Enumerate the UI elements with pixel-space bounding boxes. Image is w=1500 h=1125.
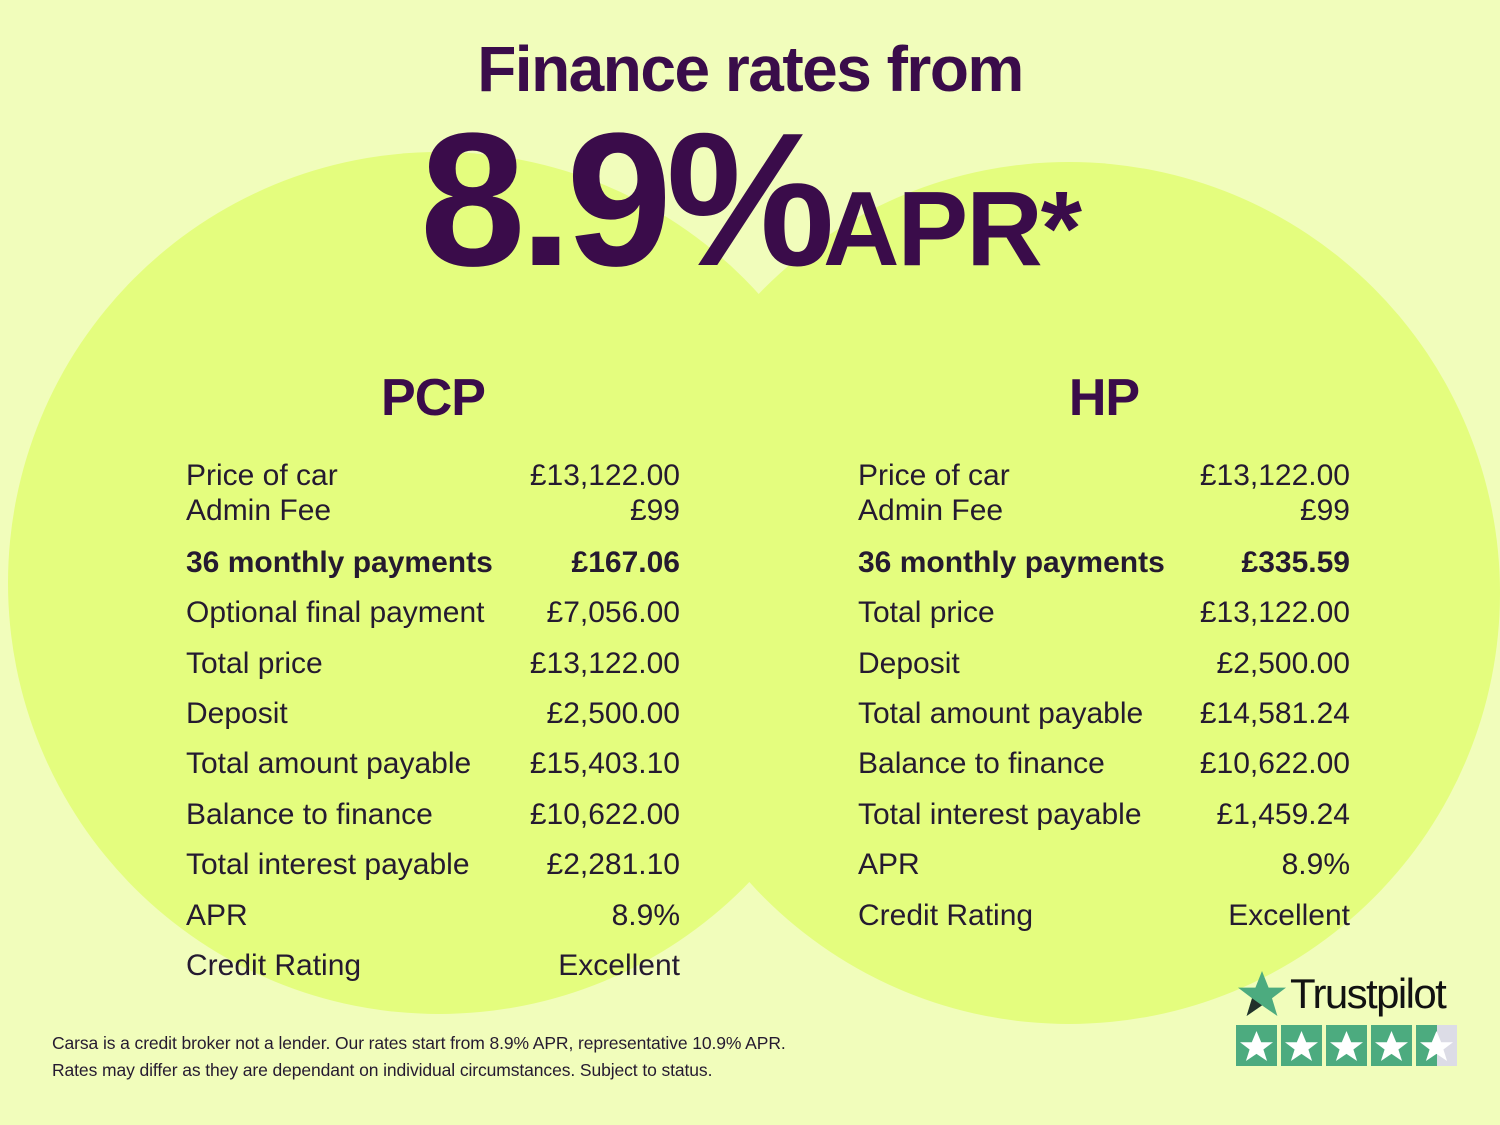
- plan-row: Price of car £13,122.00: [186, 458, 680, 493]
- plan-row-value: Excellent: [1228, 898, 1350, 932]
- background-blob-right: [638, 162, 1500, 1024]
- plan-row: Total amount payable £14,581.24: [858, 696, 1350, 731]
- plan-row-label: Optional final payment: [186, 596, 485, 630]
- plan-row: 36 monthly payments £335.59: [858, 545, 1350, 580]
- trustpilot-star-glyph-icon: [1420, 1031, 1453, 1061]
- plan-row-value: 8.9%: [611, 898, 680, 932]
- plan-row: Admin Fee £99: [858, 493, 1350, 528]
- legal-footnote: Carsa is a credit broker not a lender. O…: [52, 1030, 852, 1084]
- plan-row-value: £99: [629, 494, 680, 528]
- plan-title-hp: HP: [1068, 369, 1140, 427]
- plan-row-value: 8.9%: [1281, 848, 1350, 882]
- plan-row-value: £13,122.00: [1199, 596, 1350, 630]
- plan-row-label: Price of car: [186, 459, 338, 492]
- plan-row-label: Balance to finance: [186, 797, 433, 831]
- plan-row-label: Total interest payable: [186, 848, 470, 882]
- plan-row-value: £14,581.24: [1199, 696, 1350, 730]
- plan-rows-hp: Price of car £13,122.00 Admin Fee £99 36 mon…: [858, 458, 1350, 933]
- apr-rate-suffix: APR*: [823, 170, 1082, 289]
- plan-row-value: £10,622.00: [529, 797, 680, 831]
- plan-row-label: Total amount payable: [186, 747, 472, 781]
- plan-row-value: £15,403.10: [529, 747, 680, 781]
- plan-row-value: £99: [1299, 494, 1350, 528]
- trustpilot-badge[interactable]: Trustpilot: [1236, 968, 1464, 1066]
- plan-row: 36 monthly payments £167.06: [186, 545, 680, 580]
- plan-row: Total price £13,122.00: [858, 595, 1350, 630]
- plan-row-value: £1,459.24: [1216, 797, 1350, 831]
- plan-row-label: 36 monthly payments: [186, 545, 493, 579]
- plan-title-pcp: PCP: [381, 369, 486, 427]
- plan-rows-pcp: Price of car £13,122.00 Admin Fee £99 36 mon…: [186, 458, 680, 983]
- footnote-line-1: Carsa is a credit broker not a lender. O…: [52, 1033, 786, 1053]
- plan-row-label: APR: [858, 848, 920, 882]
- trustpilot-star-box: [1371, 1025, 1412, 1066]
- plan-column-pcp: PCP Price of car £13,122.00 Admin Fee £99 36…: [0, 372, 750, 983]
- trustpilot-star-glyph-icon: [1330, 1031, 1363, 1061]
- trustpilot-star-box: [1416, 1025, 1457, 1066]
- plan-row-label: Credit Rating: [858, 898, 1034, 932]
- plan-row-label: Total price: [858, 596, 995, 630]
- plan-row-value: £2,281.10: [546, 848, 680, 882]
- plan-row: Deposit £2,500.00: [186, 696, 680, 731]
- footnote-line-2: Rates may differ as they are dependant o…: [52, 1060, 713, 1081]
- plan-row: Total interest payable £2,281.10: [186, 847, 680, 882]
- plan-row-label: Price of car: [858, 459, 1010, 492]
- trustpilot-star-icon: [1238, 971, 1286, 1016]
- plan-column-hp: HP Price of car £13,122.00 Admin Fee £99 36 …: [750, 372, 1500, 983]
- trustpilot-star-box: [1326, 1025, 1367, 1066]
- plan-row: Total price £13,122.00: [186, 646, 680, 681]
- trustpilot-wordmark: Trustpilot: [1290, 970, 1447, 1017]
- plan-row-label: Admin Fee: [186, 494, 332, 528]
- plan-row-value: £13,122.00: [1199, 459, 1350, 492]
- plan-row-label: Credit Rating: [186, 948, 362, 982]
- plan-row-value: £7,056.00: [546, 596, 680, 630]
- headline-rate: 8.9%APR*: [0, 103, 1500, 295]
- plan-row-value: £13,122.00: [529, 459, 680, 492]
- trustpilot-wordmark-row: Trustpilot: [1236, 968, 1464, 1020]
- plan-row: Credit Rating Excellent: [858, 898, 1350, 933]
- page-title: Finance rates from: [477, 33, 1024, 105]
- plan-row: Deposit £2,500.00: [858, 646, 1350, 681]
- plan-row: Balance to finance £10,622.00: [858, 746, 1350, 781]
- plan-row: Total amount payable £15,403.10: [186, 746, 680, 781]
- plan-row-label: 36 monthly payments: [858, 545, 1165, 579]
- plan-row-value: Excellent: [558, 948, 680, 982]
- apr-rate-value: 8.9%: [419, 94, 835, 307]
- plan-row: Optional final payment £7,056.00: [186, 595, 680, 630]
- plan-row-label: Deposit: [186, 696, 288, 730]
- header: Finance rates from 8.9%APR*: [0, 0, 1500, 295]
- trustpilot-star-glyph-icon: [1240, 1031, 1273, 1061]
- trustpilot-star-box: [1236, 1025, 1277, 1066]
- trustpilot-star-glyph-icon: [1285, 1031, 1318, 1061]
- plan-row-value: £335.59: [1241, 545, 1350, 579]
- plan-row-value: £2,500.00: [1216, 646, 1350, 680]
- plan-row-label: Deposit: [858, 646, 960, 680]
- plan-row: APR 8.9%: [858, 847, 1350, 882]
- plan-row: Total interest payable £1,459.24: [858, 797, 1350, 832]
- trustpilot-star-box: [1281, 1025, 1322, 1066]
- plan-row: Price of car £13,122.00: [858, 458, 1350, 493]
- plan-row-value: £2,500.00: [546, 696, 680, 730]
- plan-row: Balance to finance £10,622.00: [186, 797, 680, 832]
- plan-row-label: APR: [186, 898, 248, 932]
- plan-row-value: £13,122.00: [529, 646, 680, 680]
- trustpilot-rating-stars: [1236, 1025, 1464, 1066]
- plan-row-label: Total price: [186, 646, 323, 680]
- plan-row: Credit Rating Excellent: [186, 948, 680, 983]
- plan-row: Admin Fee £99: [186, 493, 680, 528]
- plan-row-label: Balance to finance: [858, 747, 1105, 781]
- plan-row-value: £167.06: [571, 545, 680, 579]
- plan-row-value: £10,622.00: [1199, 747, 1350, 781]
- trustpilot-star-glyph-icon: [1375, 1031, 1408, 1061]
- plan-row-label: Total interest payable: [858, 797, 1142, 831]
- plan-row: APR 8.9%: [186, 898, 680, 933]
- plan-columns: PCP Price of car £13,122.00 Admin Fee £99 36…: [0, 372, 1500, 983]
- plan-row-label: Total amount payable: [858, 696, 1144, 730]
- plan-row-label: Admin Fee: [858, 494, 1004, 528]
